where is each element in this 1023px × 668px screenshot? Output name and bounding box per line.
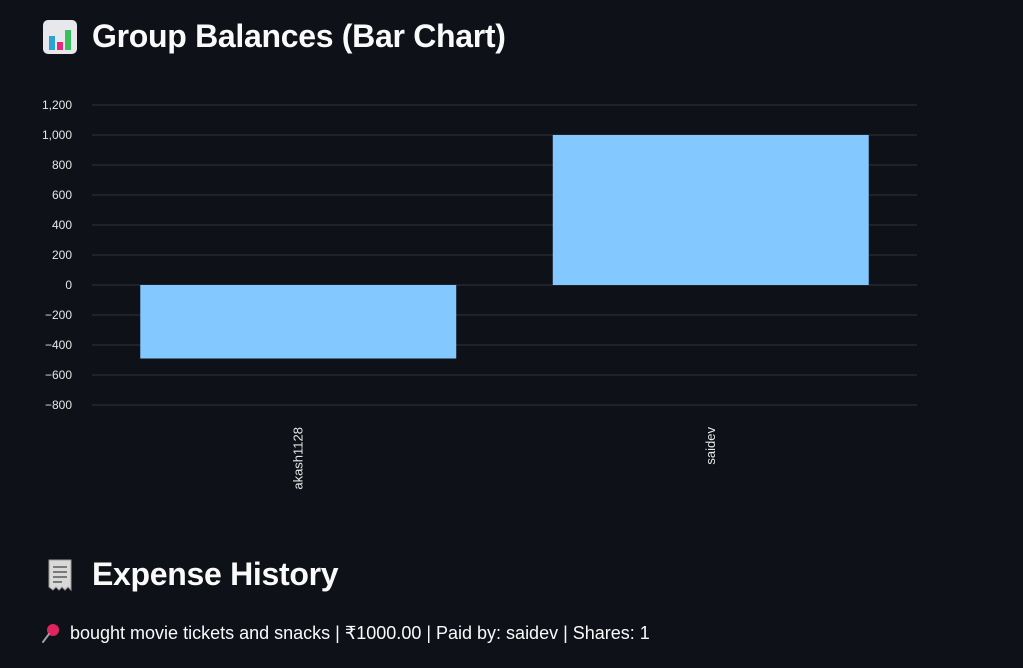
y-tick-label: 1,200 [42, 98, 72, 112]
y-tick-label: 800 [52, 158, 72, 172]
history-section-title: Expense History [92, 556, 339, 592]
y-tick-label: −400 [45, 338, 72, 352]
history-section-header: Expense History [42, 556, 339, 593]
receipt-icon [48, 559, 72, 591]
x-category-label: akash1128 [290, 427, 305, 490]
y-tick-label: 200 [52, 248, 72, 262]
pushpin-icon [42, 624, 59, 643]
y-tick-label: 0 [65, 278, 72, 292]
bar-akash1128[interactable] [140, 285, 457, 359]
x-category-label: saidev [703, 427, 718, 465]
y-tick-label: −600 [45, 368, 72, 382]
balance-bar-chart: 1,200 1,000 800 600 400 200 0 −200 −400 −600 −800 a… [42, 98, 917, 490]
bar-saidev[interactable] [552, 135, 869, 285]
chart-section-title: Group Balances (Bar Chart) [92, 18, 506, 54]
y-tick-label: 1,000 [42, 128, 72, 142]
y-tick-label: −800 [45, 398, 72, 412]
bar-chart-icon [43, 19, 77, 54]
y-tick-label: 600 [52, 188, 72, 202]
expense-item-text: bought movie tickets and snacks | ₹1000.… [70, 622, 650, 643]
chart-section-header: Group Balances (Bar Chart) [42, 18, 506, 55]
expense-item: bought movie tickets and snacks | ₹1000.… [40, 622, 650, 644]
y-tick-label: −200 [45, 308, 72, 322]
y-tick-label: 400 [52, 218, 72, 232]
